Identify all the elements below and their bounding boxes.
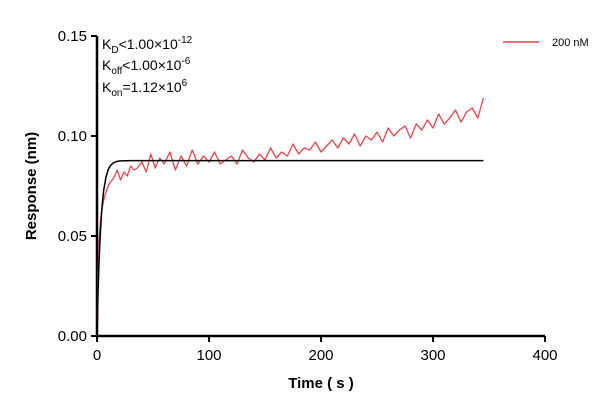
x-tick-label: 100	[196, 347, 221, 364]
x-axis-title: Time ( s )	[288, 375, 354, 392]
x-tick-label: 0	[93, 347, 101, 364]
y-tick-label: 0.15	[58, 28, 87, 45]
ticks: 0 100 200 300 400 0.00 0.05 0.10 0.15	[58, 28, 558, 364]
x-tick-label: 400	[532, 347, 557, 364]
y-tick-label: 0.00	[58, 328, 87, 345]
fit-curve-line	[96, 159, 484, 337]
kon-annotation: Kon=1.12×106	[102, 78, 188, 99]
y-tick-label: 0.10	[58, 128, 87, 145]
kd-annotation: KD<1.00×10-12	[102, 35, 193, 56]
series-group	[96, 97, 485, 337]
series-line-200nm	[96, 97, 485, 337]
kinetic-constants: KD<1.00×10-12 Koff<1.00×10-6 Kon=1.12×10…	[102, 35, 193, 99]
koff-annotation: Koff<1.00×10-6	[102, 56, 191, 77]
legend: 200 nM	[503, 37, 589, 49]
legend-label-200nm: 200 nM	[552, 37, 589, 49]
x-tick-label: 300	[420, 347, 445, 364]
x-tick-label: 200	[308, 347, 333, 364]
y-tick-label: 0.05	[58, 228, 87, 245]
y-axis-title: Response (nm)	[23, 132, 40, 240]
